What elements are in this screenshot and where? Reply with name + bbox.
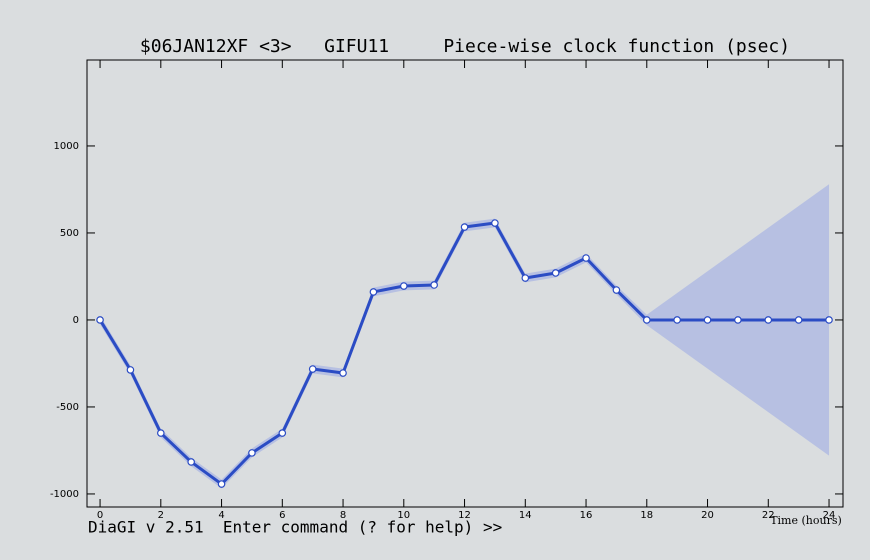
data-point [278, 429, 287, 437]
x-tick-label: 20 [701, 510, 714, 521]
chart-title: $06JAN12XF <3> GIFU11 Piece-wise clock f… [140, 36, 790, 57]
data-point [734, 316, 742, 324]
x-tick-label: 16 [580, 510, 593, 521]
data-point [157, 429, 165, 437]
x-tick-label: 12 [458, 510, 471, 521]
data-point [430, 281, 438, 289]
data-point [217, 480, 226, 488]
x-tick-label: 22 [762, 510, 775, 521]
data-point [673, 316, 681, 324]
x-tick-label: 18 [640, 510, 653, 521]
data-point [794, 316, 803, 324]
x-tick-label: 6 [279, 510, 285, 521]
data-point [491, 219, 499, 227]
data-point [764, 316, 773, 324]
x-tick-label: 0 [97, 510, 103, 521]
y-tick-label: -500 [56, 402, 79, 413]
x-tick-label: 2 [158, 510, 164, 521]
x-tick-label: 24 [823, 510, 836, 521]
y-tick-label: 1000 [54, 141, 79, 152]
data-point [96, 316, 104, 324]
data-point [339, 369, 347, 377]
x-tick-label: 8 [340, 510, 346, 521]
data-point [825, 316, 833, 324]
data-point [248, 449, 256, 457]
x-axis-label: Time (hours) [770, 514, 842, 527]
x-tick-label: 4 [218, 510, 224, 521]
data-point [612, 286, 621, 294]
data-point [369, 288, 378, 296]
data-point [308, 365, 317, 373]
x-tick-label: 10 [397, 510, 410, 521]
data-point [187, 458, 195, 466]
y-tick-label: -1000 [50, 489, 79, 500]
data-point [460, 223, 469, 231]
data-point [551, 269, 560, 277]
x-tick-label: 14 [519, 510, 532, 521]
data-point [642, 316, 651, 324]
data-point [703, 316, 712, 324]
command-prompt: DiaGI v 2.51 Enter command (? for help) … [88, 518, 502, 537]
data-point [521, 274, 530, 282]
data-point [126, 366, 135, 374]
error-band [100, 184, 830, 489]
y-tick-label: 500 [60, 228, 79, 239]
y-tick-label: 0 [73, 315, 79, 326]
data-point [582, 254, 590, 262]
data-point [399, 282, 408, 290]
